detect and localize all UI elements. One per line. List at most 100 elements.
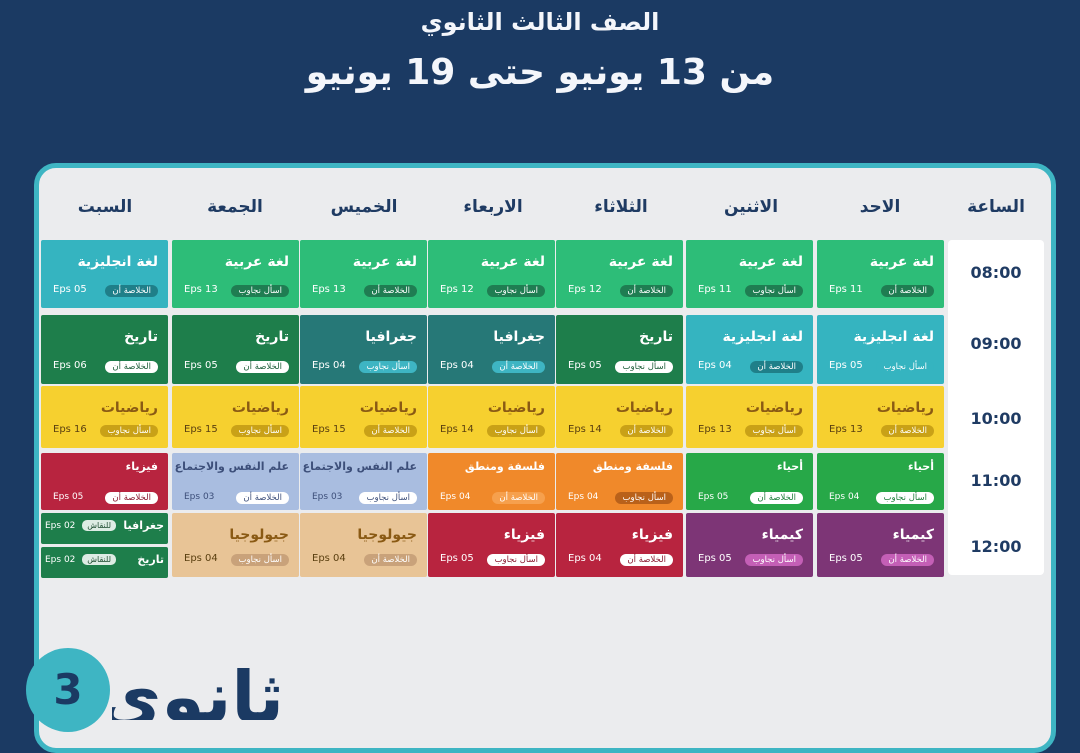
program-tag: للنقاش bbox=[82, 554, 116, 565]
program-tag: الخلاصة أن bbox=[620, 425, 673, 437]
program-tag: الخلاصة أن bbox=[881, 554, 934, 566]
schedule-cell[interactable]: أحياء Eps 04 اسأل نجاوب bbox=[817, 453, 944, 510]
subject-label: جغرافيا bbox=[123, 519, 164, 532]
schedule-cell[interactable]: رياضيات Eps 16 اسأل نجاوب bbox=[41, 386, 168, 448]
day-header-thursday: الخميس bbox=[330, 197, 398, 217]
schedule-cell[interactable]: جغرافيا Eps 04 اسأل نجاوب bbox=[300, 315, 427, 384]
episode-label: Eps 02 bbox=[45, 521, 76, 531]
schedule-cell[interactable]: أحياء Eps 05 الخلاصة أن bbox=[686, 453, 813, 510]
subject-label: تاريخ bbox=[639, 329, 673, 345]
episode-label: Eps 04 bbox=[568, 492, 599, 502]
schedule-cell[interactable]: لغة انجليزية Eps 05 الخلاصة أن bbox=[41, 240, 168, 308]
program-tag: اسأل نجاوب bbox=[876, 361, 934, 373]
schedule-cell[interactable]: علم النفس والاجتماع Eps 03 الخلاصة أن bbox=[172, 453, 299, 510]
schedule-cell[interactable]: لغة عربية Eps 12 اسأل نجاوب bbox=[428, 240, 555, 308]
episode-label: Eps 05 bbox=[440, 553, 474, 564]
subject-label: تاريخ bbox=[255, 329, 289, 345]
episode-label: Eps 15 bbox=[184, 424, 218, 435]
subject-label: تاريخ bbox=[124, 329, 158, 345]
program-tag: اسأل نجاوب bbox=[231, 285, 289, 297]
subject-label: أحياء bbox=[777, 460, 803, 473]
schedule-cell[interactable]: لغة عربية Eps 13 اسأل نجاوب bbox=[172, 240, 299, 308]
schedule-cell[interactable]: لغة عربية Eps 11 الخلاصة أن bbox=[817, 240, 944, 308]
program-tag: الخلاصة أن bbox=[364, 285, 417, 297]
episode-label: Eps 05 bbox=[568, 360, 602, 371]
program-tag: الخلاصة أن bbox=[236, 361, 289, 373]
time-label-1100: 11:00 bbox=[970, 471, 1022, 490]
program-tag: الخلاصة أن bbox=[364, 554, 417, 566]
schedule-cell[interactable]: لغة انجليزية Eps 04 الخلاصة أن bbox=[686, 315, 813, 384]
episode-label: Eps 04 bbox=[312, 360, 346, 371]
schedule-cell[interactable]: لغة عربية Eps 12 الخلاصة أن bbox=[556, 240, 683, 308]
schedule-cell[interactable]: فلسفة ومنطق Eps 04 اسأل نجاوب bbox=[556, 453, 683, 510]
subject-label: رياضيات bbox=[359, 400, 417, 416]
episode-label: Eps 05 bbox=[698, 492, 729, 502]
day-header-friday: الجمعة bbox=[207, 197, 263, 217]
episode-label: Eps 16 bbox=[53, 424, 87, 435]
subject-label: فلسفة ومنطق bbox=[464, 460, 545, 473]
episode-label: Eps 03 bbox=[184, 492, 215, 502]
program-tag: اسأل نجاوب bbox=[231, 554, 289, 566]
program-tag: اسأل نجاوب bbox=[876, 492, 934, 504]
subject-label: أحياء bbox=[908, 460, 934, 473]
schedule-cell-split[interactable]: تاريخ للنقاش Eps 02 bbox=[41, 547, 168, 578]
schedule-cell[interactable]: فيزياء Eps 05 الخلاصة أن bbox=[41, 453, 168, 510]
schedule-cell[interactable]: تاريخ Eps 05 الخلاصة أن bbox=[172, 315, 299, 384]
episode-label: Eps 03 bbox=[312, 492, 343, 502]
schedule-cell[interactable]: رياضيات Eps 13 الخلاصة أن bbox=[817, 386, 944, 448]
schedule-cell[interactable]: جيولوجيا Eps 04 اسأل نجاوب bbox=[172, 513, 299, 577]
subject-label: لغة عربية bbox=[224, 254, 289, 270]
schedule-cell[interactable]: رياضيات Eps 14 اسأل نجاوب bbox=[428, 386, 555, 448]
schedule-cell[interactable]: تاريخ Eps 06 الخلاصة أن bbox=[41, 315, 168, 384]
day-header-saturday: السبت bbox=[77, 197, 133, 217]
subject-label: علم النفس والاجتماع bbox=[174, 460, 289, 473]
episode-label: Eps 04 bbox=[312, 553, 346, 564]
episode-label: Eps 04 bbox=[829, 492, 860, 502]
schedule-cell[interactable]: تاريخ Eps 05 اسأل نجاوب bbox=[556, 315, 683, 384]
schedule-cell[interactable]: كيمياء Eps 05 اسأل نجاوب bbox=[686, 513, 813, 577]
program-tag: الخلاصة أن bbox=[881, 425, 934, 437]
schedule-cell[interactable]: جغرافيا Eps 04 الخلاصة أن bbox=[428, 315, 555, 384]
schedule-cell[interactable]: رياضيات Eps 14 الخلاصة أن bbox=[556, 386, 683, 448]
schedule-cell[interactable]: فيزياء Eps 04 الخلاصة أن bbox=[556, 513, 683, 577]
subject-label: جغرافيا bbox=[493, 329, 545, 345]
subject-label: لغة عربية bbox=[738, 254, 803, 270]
schedule-cell[interactable]: رياضيات Eps 13 اسأل نجاوب bbox=[686, 386, 813, 448]
schedule-cell[interactable]: علم النفس والاجتماع Eps 03 اسأل نجاوب bbox=[300, 453, 427, 510]
schedule-cell[interactable]: كيمياء Eps 05 الخلاصة أن bbox=[817, 513, 944, 577]
subject-label: فيزياء bbox=[631, 527, 673, 543]
grade-badge: 3 bbox=[26, 648, 110, 732]
schedule-cell-split[interactable]: جغرافيا للنقاش Eps 02 bbox=[41, 513, 168, 544]
schedule-cell[interactable]: لغة انجليزية Eps 05 اسأل نجاوب bbox=[817, 315, 944, 384]
brand-logo: ثانوي bbox=[112, 660, 284, 720]
page-title: الصف الثالث الثانوي bbox=[420, 8, 660, 36]
subject-label: لغة عربية bbox=[869, 254, 934, 270]
schedule-cell[interactable]: لغة عربية Eps 13 الخلاصة أن bbox=[300, 240, 427, 308]
program-tag: اسأل نجاوب bbox=[615, 492, 673, 504]
episode-label: Eps 05 bbox=[829, 360, 863, 371]
subject-label: كيمياء bbox=[892, 527, 934, 543]
program-tag: الخلاصة أن bbox=[492, 492, 545, 504]
episode-label: Eps 05 bbox=[698, 553, 732, 564]
episode-label: Eps 04 bbox=[568, 553, 602, 564]
page-subtitle: من 13 يونيو حتى 19 يونيو bbox=[305, 52, 775, 93]
subject-label: جغرافيا bbox=[365, 329, 417, 345]
program-tag: الخلاصة أن bbox=[620, 285, 673, 297]
subject-label: رياضيات bbox=[487, 400, 545, 416]
schedule-cell[interactable]: فيزياء Eps 05 اسأل نجاوب bbox=[428, 513, 555, 577]
time-label-1000: 10:00 bbox=[970, 409, 1022, 428]
program-tag: اسأل نجاوب bbox=[487, 554, 545, 566]
day-header-wednesday: الاربعاء bbox=[463, 197, 523, 217]
episode-label: Eps 04 bbox=[440, 492, 471, 502]
schedule-cell[interactable]: لغة عربية Eps 11 اسأل نجاوب bbox=[686, 240, 813, 308]
subject-label: لغة عربية bbox=[352, 254, 417, 270]
program-tag: اسأل نجاوب bbox=[745, 285, 803, 297]
episode-label: Eps 13 bbox=[184, 284, 218, 295]
schedule-cell[interactable]: جيولوجيا Eps 04 الخلاصة أن bbox=[300, 513, 427, 577]
schedule-cell[interactable]: رياضيات Eps 15 الخلاصة أن bbox=[300, 386, 427, 448]
subject-label: كيمياء bbox=[761, 527, 803, 543]
subject-label: لغة عربية bbox=[608, 254, 673, 270]
schedule-cell[interactable]: رياضيات Eps 15 اسأل نجاوب bbox=[172, 386, 299, 448]
schedule-cell[interactable]: فلسفة ومنطق Eps 04 الخلاصة أن bbox=[428, 453, 555, 510]
subject-label: لغة انجليزية bbox=[722, 329, 803, 345]
